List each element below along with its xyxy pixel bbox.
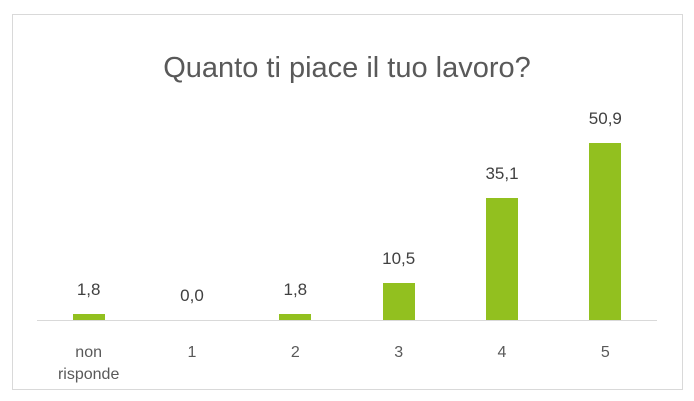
data-label: 10,5	[382, 249, 416, 269]
bar	[279, 313, 312, 320]
data-label: 50,9	[588, 108, 622, 128]
bar	[486, 197, 518, 320]
chart-frame	[12, 14, 683, 390]
data-label: 1,8	[76, 279, 101, 299]
x-axis-line	[37, 320, 657, 321]
data-label: 35,1	[485, 163, 519, 183]
bar	[72, 313, 105, 320]
chart-title: Quanto ti piace il tuo lavoro?	[163, 52, 531, 84]
x-tick-label: 4	[497, 344, 507, 361]
x-tick-label: 3	[394, 344, 404, 361]
data-label: 1,8	[283, 279, 308, 299]
bar	[589, 142, 622, 320]
data-label: 0,0	[180, 286, 204, 305]
x-tick-label: 1	[187, 344, 197, 361]
x-tick-label: non risponde	[57, 344, 120, 383]
x-tick-label: 2	[290, 344, 300, 361]
bar	[382, 283, 415, 320]
x-tick-label: 5	[600, 344, 610, 361]
